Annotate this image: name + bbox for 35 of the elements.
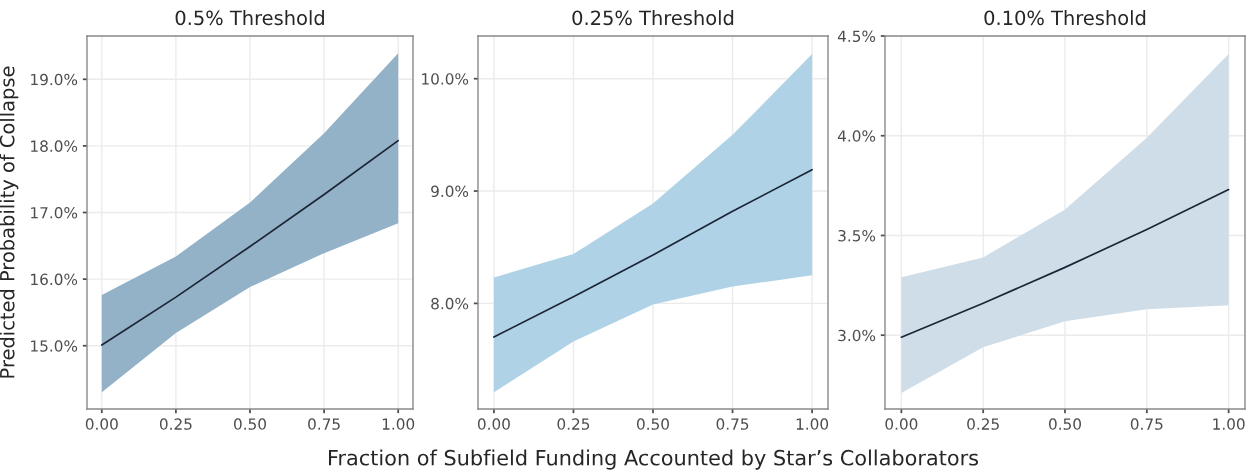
x-tick-label: 0.75 [716, 418, 749, 430]
x-tick-label: 0.00 [85, 418, 118, 430]
y-tick-label: 4.5% [837, 30, 876, 43]
x-tick-label: 0.75 [308, 418, 340, 430]
x-tick-label: 0.25 [967, 418, 999, 430]
y-tick-label: 16.0% [31, 273, 78, 286]
x-tick-label: 1.00 [382, 418, 415, 430]
x-tick-label: 1.00 [1213, 418, 1245, 430]
x-tick-label: 0.25 [159, 418, 192, 430]
line-series [493, 168, 813, 338]
chart-title: 0.25% Threshold [572, 10, 734, 26]
line-series [900, 188, 1230, 339]
x-tick-label: 0.00 [477, 418, 510, 430]
chart-title: 0.5% Threshold [175, 10, 324, 26]
y-tick-label: 15.0% [31, 340, 78, 352]
y-tick-label: 3.0% [838, 329, 876, 342]
x-tick-label: 0.00 [885, 418, 918, 430]
x-tick-label: 0.50 [1049, 418, 1081, 430]
y-axis-title: Predicted Probability of Collapse [0, 66, 19, 378]
x-tick-label: 0.50 [234, 418, 266, 430]
y-tick-label: 17.0% [31, 206, 78, 219]
chart-title: 0.10% Threshold [984, 10, 1146, 26]
y-tick-label: 19.0% [31, 73, 78, 86]
x-tick-label: 1.00 [796, 418, 829, 430]
x-tick-label: 0.25 [557, 418, 590, 430]
y-tick-label: 10.0% [422, 73, 469, 85]
x-axis-title: Fraction of Subfield Funding Accounted by Star’s Collaborators [329, 449, 979, 470]
y-tick-label: 4.0% [837, 130, 876, 142]
y-tick-label: 9.0% [431, 185, 469, 198]
y-tick-label: 3.5% [838, 229, 876, 242]
x-tick-label: 0.50 [637, 418, 669, 430]
y-tick-label: 8.0% [431, 297, 469, 310]
x-tick-label: 0.75 [1130, 418, 1163, 430]
line-series [100, 139, 400, 346]
y-tick-label: 18.0% [31, 140, 78, 152]
